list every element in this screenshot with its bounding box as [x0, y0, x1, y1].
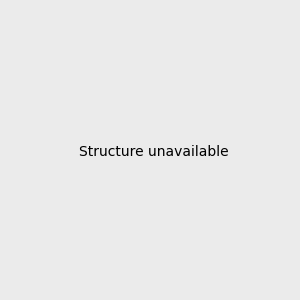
Text: Structure unavailable: Structure unavailable — [79, 145, 229, 158]
